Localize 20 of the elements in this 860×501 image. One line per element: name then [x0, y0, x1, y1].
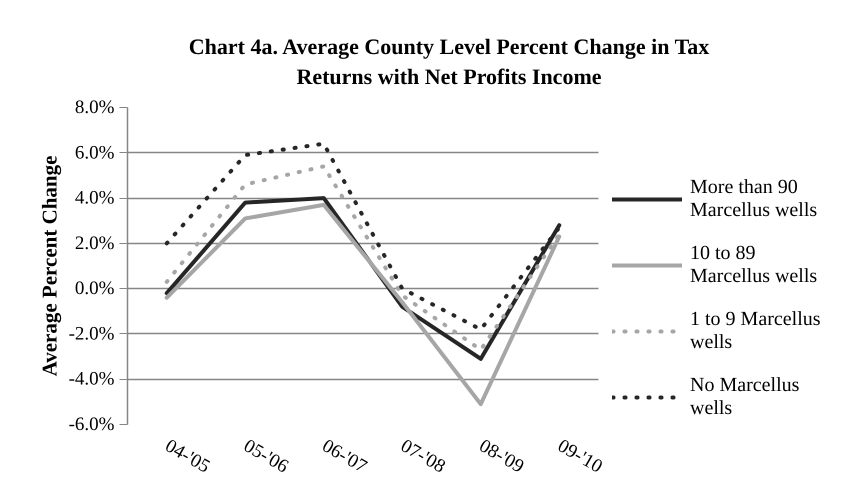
x-tick-label: 05-'06: [240, 435, 292, 478]
y-tick-label: 6.0%: [74, 142, 115, 164]
y-tick-label: 8.0%: [74, 97, 115, 118]
legend-label: No Marcellus wells: [690, 374, 800, 420]
y-axis-title: Average Percent Change: [38, 156, 62, 376]
x-tick-label: 07-'08: [397, 435, 449, 478]
x-tick-label: 06-'07: [318, 435, 370, 478]
y-tick-label: -6.0%: [68, 414, 115, 435]
y-tick-label: -4.0%: [68, 368, 115, 390]
y-tick-label: -2.0%: [68, 323, 115, 344]
y-tick-label: 4.0%: [74, 188, 115, 209]
x-tick-label: 08-'09: [476, 435, 528, 478]
legend-label: 1 to 9 Marcellus wells: [690, 308, 821, 354]
y-tick-label: 0.0%: [74, 278, 115, 300]
x-tick-label: 09-'10: [554, 435, 606, 478]
chart-title: Chart 4a. Average County Level Percent Change in Tax Returns with Net Profits Income: [188, 33, 710, 91]
legend-label: 10 to 89 Marcellus wells: [690, 242, 818, 288]
legend-label: More than 90 Marcellus wells: [690, 176, 818, 222]
x-tick-label: 04-'05: [162, 435, 214, 478]
y-tick-label: 2.0%: [74, 232, 115, 254]
